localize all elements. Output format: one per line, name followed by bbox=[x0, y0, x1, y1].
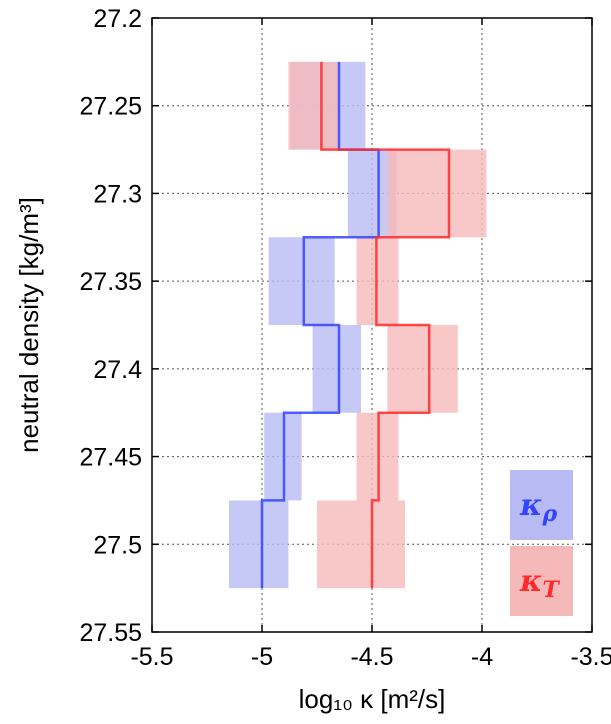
legend-label-kappa_T: κT bbox=[519, 564, 561, 603]
x-tick-label: -4 bbox=[471, 643, 493, 671]
band-kappa_T bbox=[317, 500, 405, 589]
legend-symbol: κ bbox=[519, 564, 543, 599]
x-tick-label: -5.5 bbox=[130, 643, 173, 671]
legend-swatch-kappa_T bbox=[510, 546, 573, 616]
line-kappa_T bbox=[320, 61, 451, 589]
y-tick-label: 27.25 bbox=[79, 93, 142, 121]
band-kappa_T bbox=[387, 325, 458, 413]
y-tick-label: 27.2 bbox=[93, 5, 142, 33]
x-tick-label: -4.5 bbox=[350, 643, 393, 671]
band-kappa_T bbox=[288, 61, 339, 150]
legend-symbol: κ bbox=[519, 488, 543, 523]
band-kappa_rho bbox=[268, 237, 335, 325]
step-lines bbox=[260, 61, 451, 589]
y-tick-label: 27.55 bbox=[79, 619, 142, 647]
legend-subscript: ρ bbox=[542, 501, 558, 527]
legend-subscript: T bbox=[543, 577, 561, 603]
x-tick-label: -3.5 bbox=[570, 643, 611, 671]
x-tick-label: -5 bbox=[251, 643, 273, 671]
y-tick-label: 27.4 bbox=[93, 356, 142, 384]
band-kappa_rho bbox=[312, 325, 361, 413]
y-axis-label: neutral density [kg/m³] bbox=[14, 197, 44, 453]
legend-swatch-kappa_rho bbox=[510, 470, 573, 540]
y-tick-label: 27.35 bbox=[79, 268, 142, 296]
legend-label-kappa_rho: κρ bbox=[519, 488, 558, 527]
y-tick-label: 27.45 bbox=[79, 444, 142, 472]
ticks: -5.5 -5 -4.5 -4 -3.5 27.2 27.25 27.3 27.35 27.4 27… bbox=[79, 5, 611, 671]
y-tick-label: 27.3 bbox=[93, 180, 142, 208]
band-kappa_rho bbox=[229, 500, 289, 589]
x-axis-label: log₁₀ κ [m²/s] bbox=[299, 684, 446, 714]
uncertainty-bands bbox=[229, 61, 487, 589]
y-tick-label: 27.5 bbox=[93, 531, 142, 559]
band-kappa_T bbox=[387, 149, 487, 238]
